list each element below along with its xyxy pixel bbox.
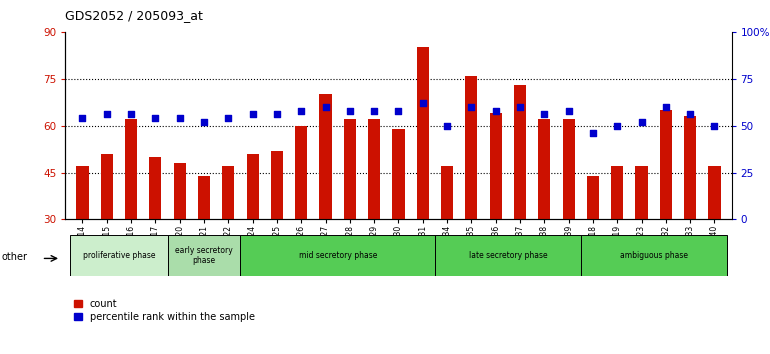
Text: other: other [2, 252, 28, 262]
Bar [149, 157, 162, 219]
Bar [271, 151, 283, 219]
Point [465, 104, 477, 110]
Bar [514, 85, 526, 219]
Point [320, 104, 332, 110]
Bar [246, 154, 259, 219]
Point [635, 119, 648, 125]
Point [587, 130, 599, 136]
Bar [320, 95, 332, 219]
Bar [660, 110, 672, 219]
Point [490, 108, 502, 114]
Point [417, 100, 429, 106]
Bar [173, 163, 186, 219]
Bar [295, 126, 307, 219]
Text: mid secretory phase: mid secretory phase [299, 251, 377, 260]
Text: early secretory
phase: early secretory phase [175, 246, 233, 266]
Point [611, 123, 624, 129]
Text: ambiguous phase: ambiguous phase [620, 251, 688, 260]
Bar [198, 176, 210, 219]
Text: late secretory phase: late secretory phase [469, 251, 547, 260]
Bar [435, 235, 581, 276]
Text: proliferative phase: proliferative phase [82, 251, 156, 260]
Point [223, 115, 235, 121]
Point [343, 108, 356, 114]
Bar [393, 129, 404, 219]
Bar [125, 119, 137, 219]
Bar [441, 166, 454, 219]
Point [101, 112, 113, 117]
Point [368, 108, 380, 114]
Point [684, 112, 696, 117]
Point [562, 108, 574, 114]
Bar [101, 154, 113, 219]
Point [198, 119, 210, 125]
Point [271, 112, 283, 117]
Bar [343, 119, 356, 219]
Bar [635, 166, 648, 219]
Bar [490, 113, 502, 219]
Point [76, 115, 89, 121]
Bar [368, 119, 380, 219]
Bar [417, 47, 429, 219]
Bar [684, 116, 696, 219]
Point [708, 123, 721, 129]
Point [149, 115, 162, 121]
Point [393, 108, 405, 114]
Point [246, 112, 259, 117]
Bar [587, 176, 599, 219]
Bar [563, 119, 574, 219]
Bar [70, 235, 168, 276]
Bar [538, 119, 551, 219]
Bar [168, 235, 240, 276]
Point [125, 112, 137, 117]
Legend: count, percentile rank within the sample: count, percentile rank within the sample [70, 295, 259, 326]
Point [441, 123, 454, 129]
Bar [708, 166, 721, 219]
Bar [581, 235, 727, 276]
Text: GDS2052 / 205093_at: GDS2052 / 205093_at [65, 9, 203, 22]
Bar [465, 76, 477, 219]
Point [295, 108, 307, 114]
Bar [240, 235, 435, 276]
Point [514, 104, 526, 110]
Bar [611, 166, 624, 219]
Bar [223, 166, 234, 219]
Point [173, 115, 186, 121]
Point [538, 112, 551, 117]
Bar [76, 166, 89, 219]
Point [660, 104, 672, 110]
